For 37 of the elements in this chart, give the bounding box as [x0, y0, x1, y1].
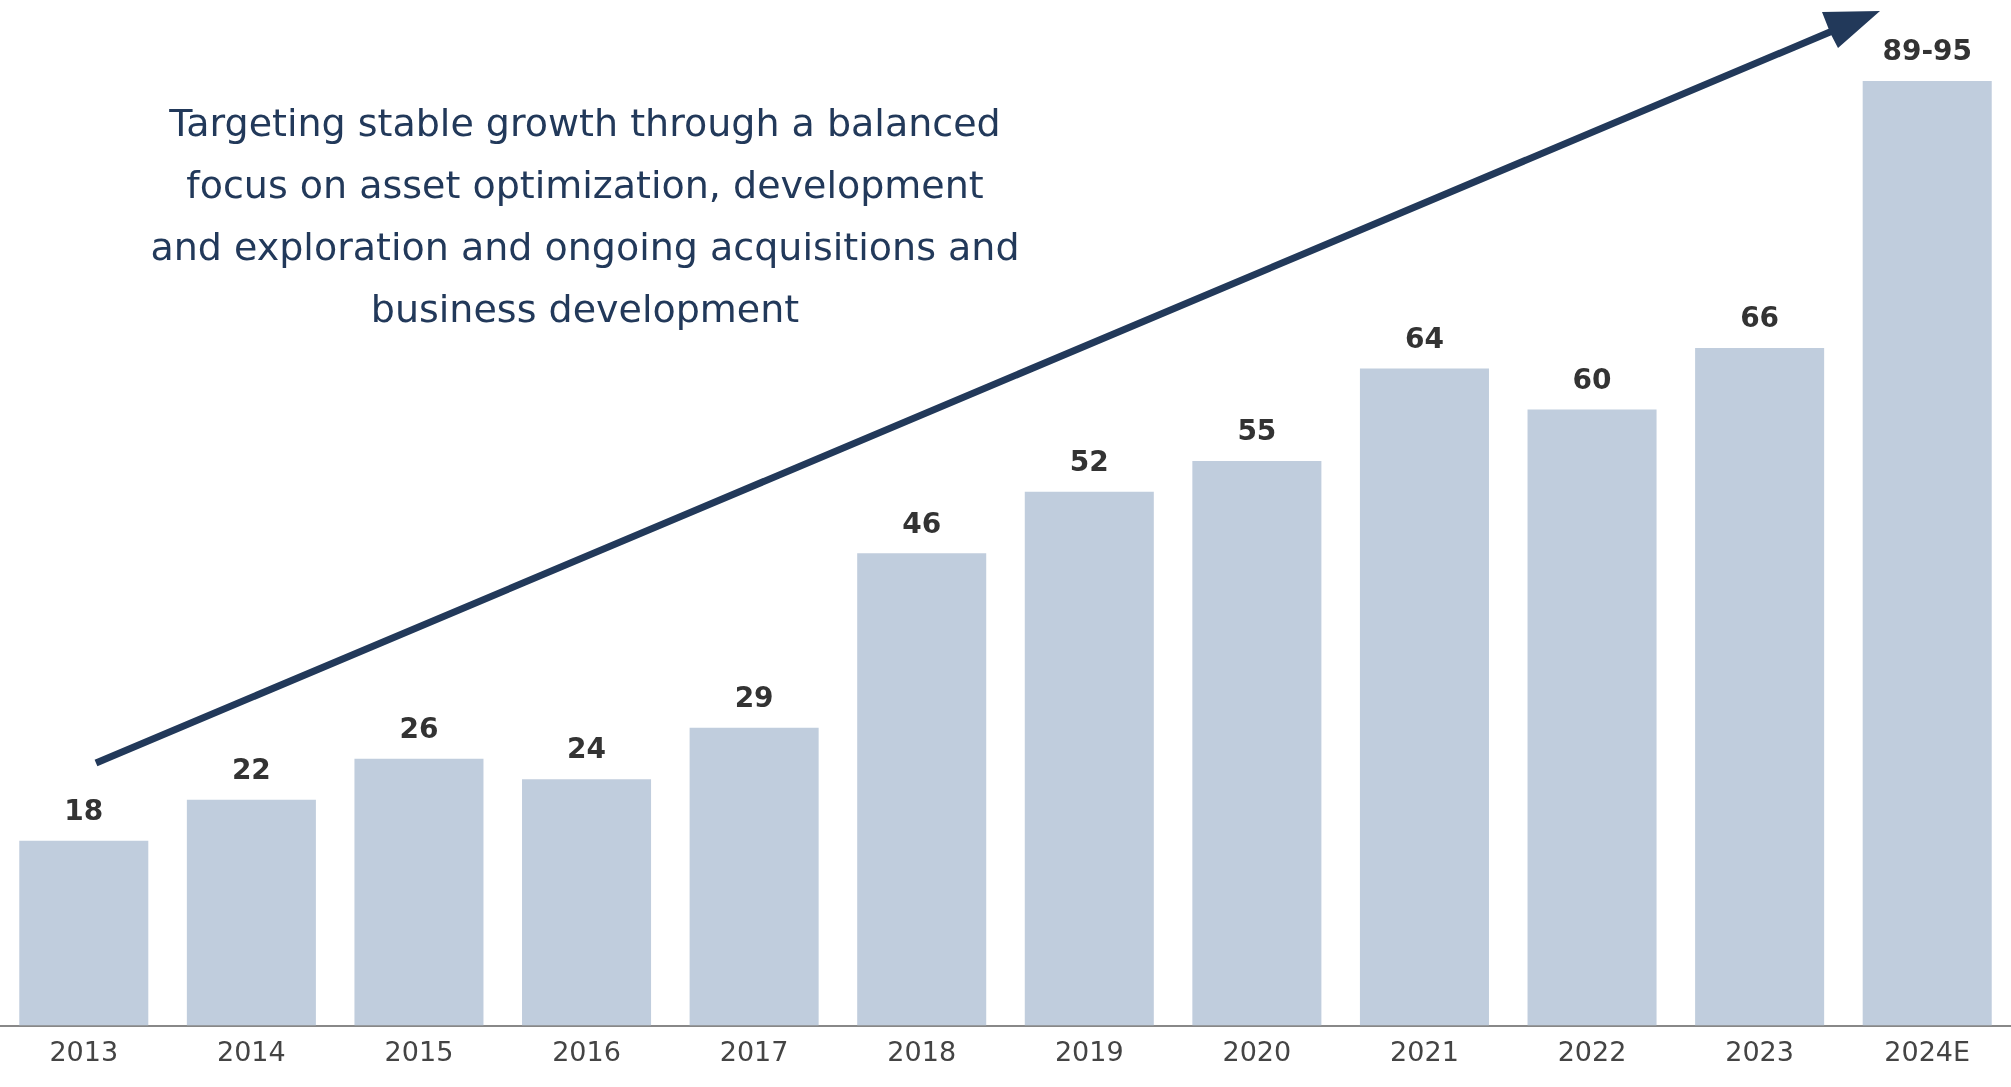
- data-label: 52: [1069, 444, 1109, 478]
- bar: [186, 799, 316, 1026]
- x-tick-label: 2016: [552, 1035, 621, 1067]
- bar: [354, 758, 484, 1026]
- data-label: 29: [734, 681, 774, 715]
- data-label: 66: [1740, 301, 1780, 335]
- x-tick-label: 2020: [1222, 1035, 1292, 1067]
- data-label: 22: [231, 753, 271, 786]
- x-tick-label: 2017: [719, 1035, 789, 1067]
- bar: [857, 553, 987, 1026]
- x-tick-label: 2013: [49, 1035, 119, 1067]
- data-label: 26: [399, 711, 439, 745]
- data-label: 46: [902, 506, 942, 540]
- data-label: 64: [1404, 321, 1444, 355]
- bar: [689, 727, 819, 1026]
- data-label: 60: [1572, 362, 1612, 396]
- x-tick-label: 2015: [384, 1035, 454, 1067]
- x-tick-label: 2019: [1054, 1035, 1124, 1067]
- bar: [522, 779, 652, 1026]
- bar: [1024, 491, 1154, 1026]
- bar: [1862, 81, 1992, 1026]
- data-label: 24: [567, 732, 607, 766]
- x-tick-label: 2021: [1390, 1035, 1459, 1067]
- bar: [1695, 347, 1825, 1026]
- data-label: 18: [64, 794, 104, 828]
- bar: [1359, 368, 1489, 1026]
- bar: [19, 840, 149, 1026]
- data-label: 89-95: [1882, 34, 1972, 68]
- x-tick-label: 2023: [1725, 1035, 1794, 1067]
- annotation: Targeting stable growth through a balanced focus on asset optimization, development and exploration and ongoing acquisitions and business development: [150, 100, 1020, 333]
- x-tick-label: 2022: [1557, 1035, 1627, 1067]
- bar: [1192, 460, 1322, 1026]
- bar: [1527, 409, 1657, 1026]
- x-tick-label: 2024E: [1884, 1035, 1971, 1067]
- data-label: 55: [1237, 414, 1277, 448]
- x-tick-label: 2014: [217, 1035, 286, 1067]
- x-tick-label: 2018: [887, 1035, 957, 1067]
